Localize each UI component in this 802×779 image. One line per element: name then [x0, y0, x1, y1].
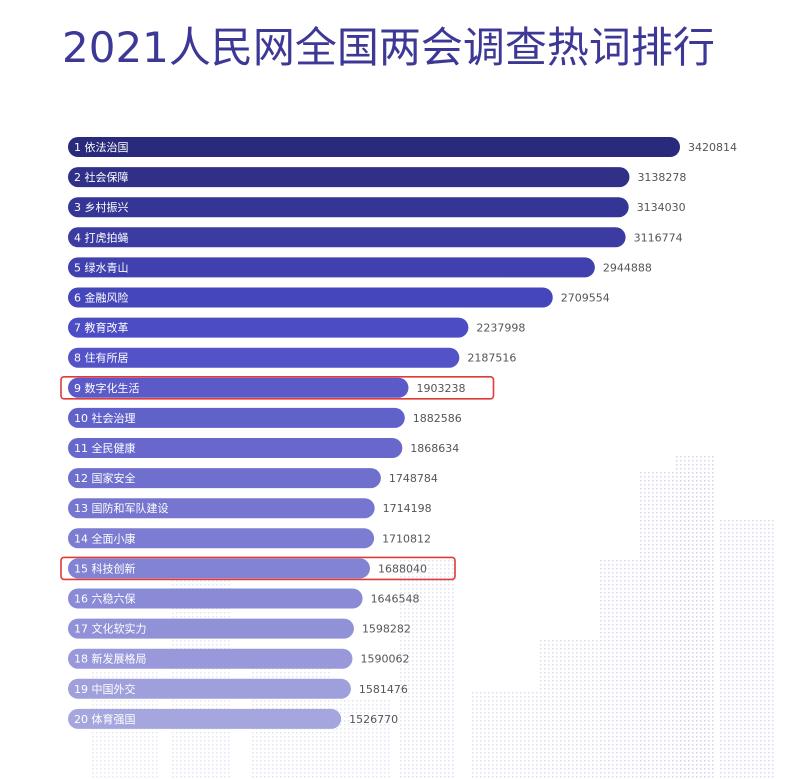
value-label-20: 1526770	[349, 713, 398, 726]
bar-18	[68, 648, 353, 669]
value-label-11: 1868634	[410, 442, 459, 455]
bar-label-1: 1 依法治国	[74, 140, 129, 154]
bar-9	[68, 377, 409, 398]
bar-label-3: 3 乡村振兴	[74, 200, 129, 214]
bar-12	[68, 468, 381, 489]
bar-label-7: 7 教育改革	[74, 321, 129, 335]
bar-14	[68, 528, 375, 549]
bar-label-10: 10 社会治理	[74, 411, 136, 425]
highlight-box-9	[60, 375, 495, 400]
value-label-10: 1882586	[413, 412, 462, 425]
bar-label-14: 14 全面小康	[74, 531, 136, 545]
bar-label-9: 9 数字化生活	[74, 381, 140, 395]
value-label-12: 1748784	[389, 472, 438, 485]
value-label-6: 2709554	[561, 292, 610, 305]
bar-5	[68, 257, 595, 278]
value-label-19: 1581476	[359, 683, 408, 696]
bar-label-13: 13 国防和军队建设	[74, 501, 169, 515]
bar-label-12: 12 国家安全	[74, 471, 136, 485]
bar-13	[68, 498, 375, 519]
value-label-3: 3134030	[637, 201, 686, 214]
value-label-5: 2944888	[603, 261, 652, 274]
bar-15	[68, 558, 370, 579]
value-label-7: 2237998	[476, 322, 525, 335]
bar-label-19: 19 中国外交	[74, 682, 136, 696]
bar-label-17: 17 文化软实力	[74, 622, 147, 636]
bar-label-20: 20 体育强国	[74, 712, 136, 726]
value-label-14: 1710812	[382, 532, 431, 545]
value-label-17: 1598282	[362, 623, 411, 636]
bar-label-2: 2 社会保障	[74, 170, 129, 184]
bar-10	[68, 407, 405, 428]
bar-label-4: 4 打虎拍蝇	[74, 230, 129, 244]
bar-label-15: 15 科技创新	[74, 561, 136, 575]
bar-6	[68, 287, 553, 308]
value-label-9: 1903238	[416, 382, 465, 395]
chart-title: 2021人民网全国两会调查热词排行	[62, 23, 715, 72]
bar-3	[68, 197, 629, 218]
bar-label-11: 11 全民健康	[74, 441, 136, 455]
bar-2	[68, 167, 630, 188]
value-label-18: 1590062	[360, 653, 409, 666]
bar-8	[68, 347, 460, 368]
bar-20	[68, 708, 342, 729]
bar-label-5: 5 绿水青山	[74, 260, 129, 274]
bar-19	[68, 678, 351, 699]
value-label-2: 3138278	[637, 171, 686, 184]
value-label-1: 3420814	[688, 141, 737, 154]
value-label-15: 1688040	[378, 562, 427, 575]
bar-4	[68, 227, 626, 248]
bar-label-18: 18 新发展格局	[74, 652, 147, 666]
bar-label-8: 8 住有所居	[74, 351, 129, 365]
bar-16	[68, 588, 363, 609]
value-label-8: 2187516	[467, 352, 516, 365]
value-label-16: 1646548	[371, 593, 420, 606]
highlight-box-15	[60, 556, 456, 581]
value-label-4: 3116774	[634, 231, 683, 244]
bar-1	[68, 137, 680, 157]
bar-11	[68, 438, 403, 458]
bar-17	[68, 618, 354, 639]
bar-label-16: 16 六稳六保	[74, 592, 136, 606]
bar-label-6: 6 金融风险	[74, 291, 129, 305]
value-label-13: 1714198	[383, 502, 432, 515]
bar-7	[68, 317, 469, 338]
